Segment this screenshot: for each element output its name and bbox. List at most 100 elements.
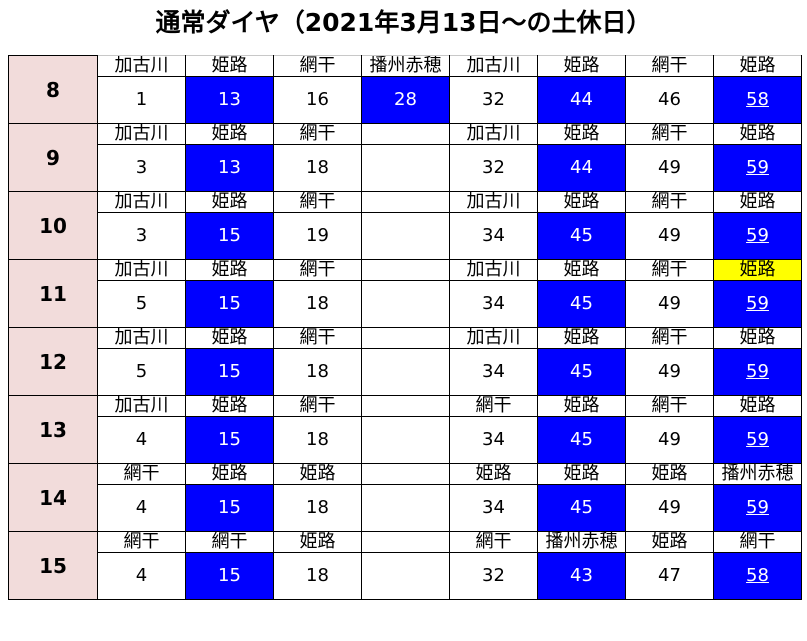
destination-cell: 姫路 bbox=[537, 463, 626, 485]
minute-cell bbox=[361, 416, 450, 464]
minute-cell: 49 bbox=[625, 484, 714, 532]
minute-value: 18 bbox=[306, 565, 329, 586]
minute-cell: 1 bbox=[97, 76, 186, 124]
destination-row: 9 加古川 姫路 網干 加古川 姫路 網干 姫路 bbox=[8, 123, 802, 192]
destination-cell: 加古川 bbox=[449, 123, 538, 145]
destination-cell: 網干 bbox=[185, 531, 274, 553]
minute-cell: 49 bbox=[625, 280, 714, 328]
page-title: 通常ダイヤ（2021年3月13日〜の土休日） bbox=[155, 8, 652, 37]
minute-value: 59 bbox=[746, 293, 769, 314]
destination-cell bbox=[361, 395, 450, 417]
minute-value: 1 bbox=[135, 89, 148, 110]
minute-cell: 15 bbox=[185, 348, 274, 396]
minute-value: 18 bbox=[306, 497, 329, 518]
minute-row: 4 15 18 34 45 49 59 bbox=[9, 416, 802, 464]
destination-cell: 加古川 bbox=[97, 395, 186, 417]
destination-cell: 姫路 bbox=[713, 395, 802, 417]
destination-cell: 姫路 bbox=[713, 191, 802, 213]
destination-cell: 姫路 bbox=[713, 123, 802, 145]
minute-cell: 5 bbox=[97, 348, 186, 396]
destination-cell: 加古川 bbox=[449, 259, 538, 281]
minute-cell bbox=[361, 212, 450, 260]
minute-value: 15 bbox=[218, 497, 241, 518]
hour-label: 11 bbox=[8, 259, 98, 328]
destination-cell: 網干 bbox=[273, 123, 362, 145]
minute-cell: 59 bbox=[713, 416, 802, 464]
destination-cell: 姫路 bbox=[537, 327, 626, 349]
minute-value: 45 bbox=[570, 429, 593, 450]
minute-cell: 59 bbox=[713, 348, 802, 396]
destination-cell: 網干 bbox=[97, 463, 186, 485]
minute-value: 34 bbox=[482, 429, 505, 450]
minute-cell: 18 bbox=[273, 348, 362, 396]
destination-cell: 姫路 bbox=[449, 463, 538, 485]
destination-cell: 加古川 bbox=[449, 55, 538, 77]
minute-cell bbox=[361, 552, 450, 600]
destination-cell: 網干 bbox=[713, 531, 802, 553]
hour-label: 8 bbox=[8, 55, 98, 124]
minute-cell bbox=[361, 144, 450, 192]
minute-value: 3 bbox=[135, 157, 148, 178]
minute-cell: 18 bbox=[273, 552, 362, 600]
destination-cell bbox=[361, 327, 450, 349]
minute-cell: 16 bbox=[273, 76, 362, 124]
destination-cell: 網干 bbox=[625, 191, 714, 213]
minute-cell: 34 bbox=[449, 484, 538, 532]
minute-cell: 49 bbox=[625, 416, 714, 464]
minute-cell: 28 bbox=[361, 76, 450, 124]
destination-cell: 網干 bbox=[449, 395, 538, 417]
destination-cell: 姫路 bbox=[537, 55, 626, 77]
minute-value: 45 bbox=[570, 361, 593, 382]
minute-value: 13 bbox=[218, 157, 241, 178]
destination-row: 14 網干 姫路 姫路 姫路 姫路 姫路 播州赤穂 bbox=[8, 463, 802, 532]
minute-value: 5 bbox=[135, 293, 148, 314]
minute-cell: 45 bbox=[537, 212, 626, 260]
minute-value: 59 bbox=[746, 157, 769, 178]
minute-cell: 3 bbox=[97, 212, 186, 260]
destination-cell bbox=[361, 463, 450, 485]
minute-cell: 59 bbox=[713, 280, 802, 328]
destination-cell: 姫路 bbox=[185, 259, 274, 281]
minute-value: 49 bbox=[658, 361, 681, 382]
destination-cell: 姫路 bbox=[713, 327, 802, 349]
minute-cell: 59 bbox=[713, 484, 802, 532]
minute-cell: 19 bbox=[273, 212, 362, 260]
destination-cell: 姫路 bbox=[185, 395, 274, 417]
minute-value: 59 bbox=[746, 497, 769, 518]
minute-cell: 34 bbox=[449, 348, 538, 396]
minute-value: 32 bbox=[482, 89, 505, 110]
minute-value: 45 bbox=[570, 497, 593, 518]
minute-cell bbox=[361, 280, 450, 328]
minute-value: 18 bbox=[306, 157, 329, 178]
hour-label: 9 bbox=[8, 123, 98, 192]
minute-cell: 58 bbox=[713, 76, 802, 124]
minute-value: 44 bbox=[570, 157, 593, 178]
destination-cell bbox=[361, 259, 450, 281]
destination-cell: 加古川 bbox=[97, 123, 186, 145]
destination-cell: 姫路 bbox=[185, 123, 274, 145]
minute-value: 3 bbox=[135, 225, 148, 246]
destination-cell: 加古川 bbox=[97, 191, 186, 213]
minute-value: 34 bbox=[482, 225, 505, 246]
minute-value: 16 bbox=[306, 89, 329, 110]
minute-value: 4 bbox=[135, 429, 148, 450]
minute-cell: 34 bbox=[449, 212, 538, 260]
minute-value: 13 bbox=[218, 89, 241, 110]
minute-value: 32 bbox=[482, 157, 505, 178]
destination-cell: 姫路 bbox=[625, 463, 714, 485]
minute-row: 5 15 18 34 45 49 59 bbox=[9, 348, 802, 396]
hour-label: 13 bbox=[8, 395, 98, 464]
minute-value: 18 bbox=[306, 429, 329, 450]
minute-value: 15 bbox=[218, 361, 241, 382]
minute-cell: 47 bbox=[625, 552, 714, 600]
minute-cell: 4 bbox=[97, 552, 186, 600]
minute-cell: 32 bbox=[449, 76, 538, 124]
minute-value: 59 bbox=[746, 361, 769, 382]
minute-cell: 44 bbox=[537, 144, 626, 192]
destination-cell: 網干 bbox=[625, 55, 714, 77]
destination-cell bbox=[361, 531, 450, 553]
minute-row: 4 15 18 34 45 49 59 bbox=[9, 484, 802, 532]
minute-value: 34 bbox=[482, 361, 505, 382]
minute-value: 44 bbox=[570, 89, 593, 110]
destination-cell: 網干 bbox=[97, 531, 186, 553]
